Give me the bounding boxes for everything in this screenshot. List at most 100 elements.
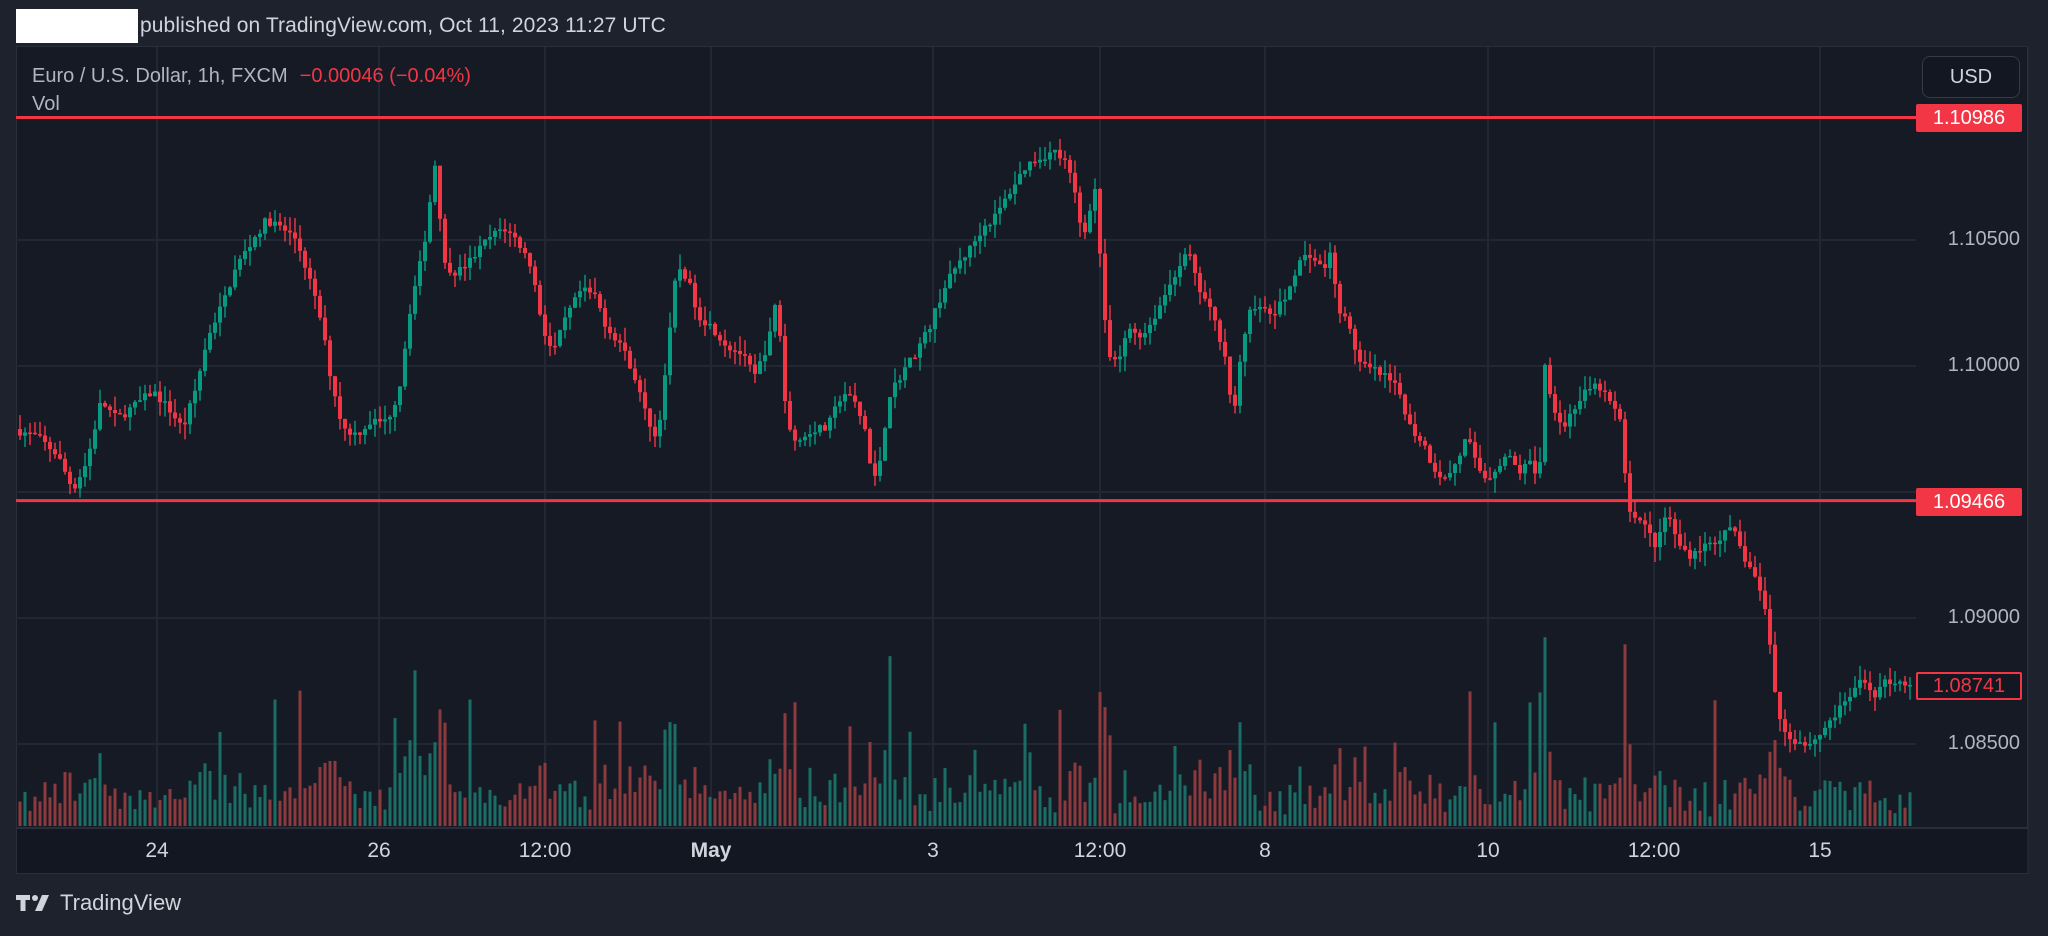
candle-body	[1638, 517, 1642, 521]
volume-bar	[1398, 772, 1402, 826]
candle-body	[1413, 424, 1417, 437]
volume-bar	[548, 798, 552, 826]
volume-bar	[1138, 803, 1142, 826]
volume-bar	[1573, 794, 1577, 826]
volume-bar	[1893, 813, 1897, 826]
volume-bar	[783, 713, 787, 826]
candle-body	[1353, 328, 1357, 350]
volume-bar	[528, 786, 532, 826]
candle-body	[713, 323, 717, 336]
volume-bar	[1828, 780, 1832, 826]
candle-body	[788, 401, 792, 430]
volume-bar	[1333, 764, 1337, 826]
candle-body	[1053, 149, 1057, 153]
volume-bar	[68, 772, 72, 826]
candle-body	[1543, 364, 1547, 463]
candle-body	[1513, 455, 1517, 465]
volume-bar	[1578, 799, 1582, 826]
candle-body	[1633, 511, 1637, 518]
candle-body	[1153, 318, 1157, 325]
candle-body	[753, 364, 757, 374]
volume-bar	[1813, 790, 1817, 826]
volume-bar	[658, 789, 662, 826]
candle-body	[1463, 439, 1467, 456]
candle-body	[73, 484, 77, 489]
candle-body	[1438, 471, 1442, 478]
candle-body	[1038, 159, 1042, 163]
candle-body	[23, 432, 27, 436]
volume-bar	[1593, 783, 1597, 826]
candle-body	[1368, 363, 1372, 368]
candle-body	[513, 232, 517, 238]
resistance-price-label: 1.10986	[1916, 104, 2022, 132]
volume-bar	[698, 793, 702, 826]
candle-body	[448, 262, 452, 273]
candle-body	[33, 432, 37, 435]
candle-body	[1263, 306, 1267, 309]
tradingview-brand[interactable]: TradingView	[60, 890, 182, 915]
volume-bar	[713, 798, 717, 826]
candle-body	[848, 394, 852, 396]
candle-body	[778, 305, 782, 336]
volume-bar	[1468, 691, 1472, 826]
candle-body	[908, 357, 912, 368]
time-tick: 12:00	[1627, 839, 1681, 862]
candle-body	[643, 392, 647, 409]
candle-body	[1488, 478, 1492, 480]
volume-bar	[818, 801, 822, 826]
volume-bar	[1358, 781, 1362, 826]
volume-bar	[1528, 702, 1532, 826]
candle-body	[1723, 530, 1727, 541]
volume-bar	[858, 795, 862, 826]
volume-bar	[1378, 803, 1382, 826]
candle-body	[603, 308, 607, 327]
candle-body	[458, 266, 462, 276]
currency-button[interactable]: USD	[1922, 56, 2020, 98]
candle-body	[688, 278, 692, 283]
volume-bar	[263, 784, 267, 826]
volume-bar	[1548, 751, 1552, 826]
volume-bar	[633, 792, 637, 826]
candle-body	[208, 332, 212, 350]
volume-bar	[453, 792, 457, 826]
volume-bar	[58, 803, 62, 826]
candle-body	[1458, 455, 1462, 465]
volume-bar	[113, 788, 117, 826]
candle-body	[1768, 609, 1772, 645]
volume-bar	[688, 798, 692, 826]
tradingview-logo-icon[interactable]	[16, 893, 52, 913]
time-tick: 12:00	[518, 839, 572, 862]
candle-body	[748, 355, 752, 365]
volume-bar	[1243, 771, 1247, 826]
volume-bar	[1373, 792, 1377, 826]
candle-body	[1258, 306, 1262, 310]
candle-body	[1133, 328, 1137, 333]
volume-bar	[753, 802, 757, 826]
volume-bar	[888, 656, 892, 826]
volume-bar	[983, 783, 987, 826]
volume-bar	[968, 775, 972, 826]
symbol-title[interactable]: Euro / U.S. Dollar, 1h, FXCM	[32, 65, 288, 87]
volume-bar	[1728, 809, 1732, 826]
volume-bar	[1883, 797, 1887, 826]
candle-body	[1538, 462, 1542, 474]
candle-body	[873, 463, 877, 476]
candle-body	[353, 432, 357, 435]
candle-body	[1333, 252, 1337, 284]
volume-bar	[653, 780, 657, 826]
volume-bar	[668, 722, 672, 826]
volume-bar	[103, 784, 107, 826]
volume-bar	[1723, 780, 1727, 826]
candle-body	[683, 269, 687, 279]
candle-body	[298, 238, 302, 251]
volume-bar	[1348, 787, 1352, 826]
candle-body	[278, 221, 282, 226]
volume-bar	[423, 775, 427, 826]
volume-bar	[463, 797, 467, 826]
volume-bar	[793, 702, 797, 826]
candle-body	[1348, 316, 1352, 329]
volume-bar	[723, 790, 727, 826]
candle-body	[138, 400, 142, 402]
volume-legend[interactable]: Vol	[32, 93, 60, 115]
